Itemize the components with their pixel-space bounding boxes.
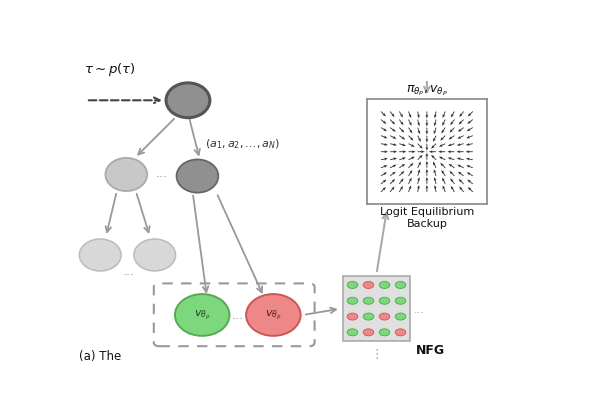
Circle shape <box>395 297 406 305</box>
Circle shape <box>379 313 390 320</box>
Text: (a) The: (a) The <box>79 349 125 362</box>
Text: NFG: NFG <box>416 344 445 357</box>
Text: ...: ... <box>232 309 244 322</box>
Circle shape <box>347 282 358 289</box>
Circle shape <box>395 313 406 320</box>
Circle shape <box>347 297 358 305</box>
Ellipse shape <box>166 84 210 118</box>
Ellipse shape <box>246 294 300 336</box>
Text: $\tau \sim p(\tau)$: $\tau \sim p(\tau)$ <box>84 61 135 78</box>
Ellipse shape <box>175 294 230 336</box>
Circle shape <box>395 282 406 289</box>
FancyBboxPatch shape <box>343 276 411 342</box>
Text: ...: ... <box>414 304 425 314</box>
Circle shape <box>379 282 390 289</box>
Ellipse shape <box>80 239 121 271</box>
Circle shape <box>363 282 374 289</box>
Circle shape <box>379 297 390 305</box>
Text: $\pi_{\theta_P}, v_{\theta_P}$: $\pi_{\theta_P}, v_{\theta_P}$ <box>406 83 448 98</box>
Circle shape <box>347 329 358 336</box>
Ellipse shape <box>134 239 176 271</box>
Ellipse shape <box>177 160 218 193</box>
Circle shape <box>363 313 374 320</box>
Text: Logit Equilibrium
Backup: Logit Equilibrium Backup <box>379 207 474 228</box>
Circle shape <box>363 329 374 336</box>
Text: $(a_1, a_2, \ldots, a_N)$: $(a_1, a_2, \ldots, a_N)$ <box>204 137 280 151</box>
Text: ⋮: ⋮ <box>370 347 382 360</box>
Circle shape <box>379 329 390 336</box>
Circle shape <box>395 329 406 336</box>
Circle shape <box>363 297 374 305</box>
Text: ...: ... <box>156 167 168 180</box>
Text: $v_{\theta_P}$: $v_{\theta_P}$ <box>194 309 211 322</box>
Ellipse shape <box>105 159 147 191</box>
Circle shape <box>347 313 358 320</box>
Text: $v_{\theta_P}$: $v_{\theta_P}$ <box>265 309 282 322</box>
Text: ...: ... <box>122 265 135 278</box>
